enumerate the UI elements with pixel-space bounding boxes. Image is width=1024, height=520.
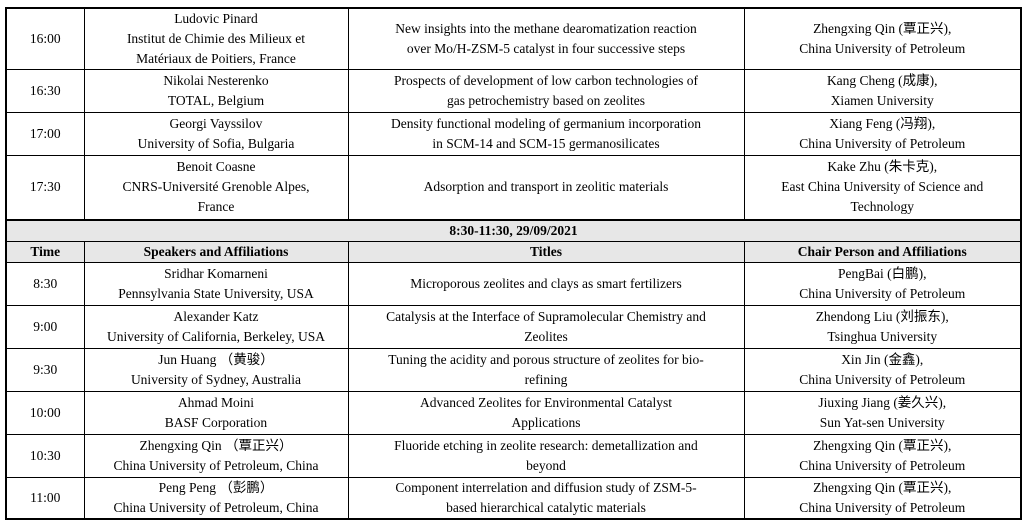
session-date-band: 8:30-11:30, 29/09/2021 [5,218,1022,242]
speaker-cell: Nikolai Nesterenko TOTAL, Belgium [83,69,349,113]
col-header-chair: Chair Person and Affiliations [743,241,1022,263]
table-row: 9:30 Jun Huang （黄骏） University of Sydney… [5,348,1022,392]
title-cell: Fluoride etching in zeolite research: de… [347,434,745,478]
time-cell: 10:30 [5,434,85,478]
speaker-cell: Peng Peng （彭鹏） China University of Petro… [83,477,349,520]
table-row: 8:30 Sridhar Komarneni Pennsylvania Stat… [5,262,1022,306]
title-cell: Component interrelation and diffusion st… [347,477,745,520]
title-cell: Advanced Zeolites for Environmental Cata… [347,391,745,435]
chair-cell: Zhendong Liu (刘振东), Tsinghua University [743,305,1022,349]
col-header-time: Time [5,241,85,263]
time-cell: 9:00 [5,305,85,349]
col-header-titles: Titles [347,241,745,263]
chair-cell: Xiang Feng (冯翔), China University of Pet… [743,112,1022,156]
chair-cell: Zhengxing Qin (覃正兴), China University of… [743,7,1022,70]
table-row: 11:00 Peng Peng （彭鹏） China University of… [5,477,1022,520]
time-cell: 17:00 [5,112,85,156]
speaker-cell: Ludovic Pinard Institut de Chimie des Mi… [83,7,349,70]
table-row: 17:00 Georgi Vayssilov University of Sof… [5,112,1022,156]
time-cell: 8:30 [5,262,85,306]
table-row: 10:30 Zhengxing Qin （覃正兴） China Universi… [5,434,1022,478]
title-cell: Density functional modeling of germanium… [347,112,745,156]
time-cell: 16:00 [5,7,85,70]
table-row: 9:00 Alexander Katz University of Califo… [5,305,1022,349]
chair-cell: Xin Jin (金鑫), China University of Petrol… [743,348,1022,392]
speaker-cell: Georgi Vayssilov University of Sofia, Bu… [83,112,349,156]
time-cell: 10:00 [5,391,85,435]
speaker-cell: Jun Huang （黄骏） University of Sydney, Aus… [83,348,349,392]
column-header-row: Time Speakers and Affiliations Titles Ch… [5,241,1022,263]
title-cell: Tuning the acidity and porous structure … [347,348,745,392]
col-header-speakers: Speakers and Affiliations [83,241,349,263]
table-row: 17:30 Benoit Coasne CNRS-Université Gren… [5,155,1022,220]
chair-cell: Kake Zhu (朱卡克), East China University of… [743,155,1022,220]
conference-program: 16:00 Ludovic Pinard Institut de Chimie … [5,7,1022,520]
table-row: 16:00 Ludovic Pinard Institut de Chimie … [5,7,1022,70]
table-row: 16:30 Nikolai Nesterenko TOTAL, Belgium … [5,69,1022,113]
session-date-row: 8:30-11:30, 29/09/2021 [5,218,1022,242]
title-cell: Prospects of development of low carbon t… [347,69,745,113]
title-cell: Adsorption and transport in zeolitic mat… [347,155,745,220]
title-cell: Microporous zeolites and clays as smart … [347,262,745,306]
time-cell: 11:00 [5,477,85,520]
chair-cell: Zhengxing Qin (覃正兴), China University of… [743,434,1022,478]
chair-cell: Zhengxing Qin (覃正兴), China University of… [743,477,1022,520]
speaker-cell: Zhengxing Qin （覃正兴） China University of … [83,434,349,478]
chair-cell: PengBai (白鹏), China University of Petrol… [743,262,1022,306]
table-row: 10:00 Ahmad Moini BASF Corporation Advan… [5,391,1022,435]
title-cell: Catalysis at the Interface of Supramolec… [347,305,745,349]
speaker-cell: Sridhar Komarneni Pennsylvania State Uni… [83,262,349,306]
schedule-table: 16:00 Ludovic Pinard Institut de Chimie … [5,7,1022,520]
time-cell: 9:30 [5,348,85,392]
speaker-cell: Ahmad Moini BASF Corporation [83,391,349,435]
time-cell: 16:30 [5,69,85,113]
speaker-cell: Benoit Coasne CNRS-Université Grenoble A… [83,155,349,220]
chair-cell: Kang Cheng (成康), Xiamen University [743,69,1022,113]
speaker-cell: Alexander Katz University of California,… [83,305,349,349]
time-cell: 17:30 [5,155,85,220]
chair-cell: Jiuxing Jiang (姜久兴), Sun Yat-sen Univers… [743,391,1022,435]
title-cell: New insights into the methane dearomatiz… [347,7,745,70]
